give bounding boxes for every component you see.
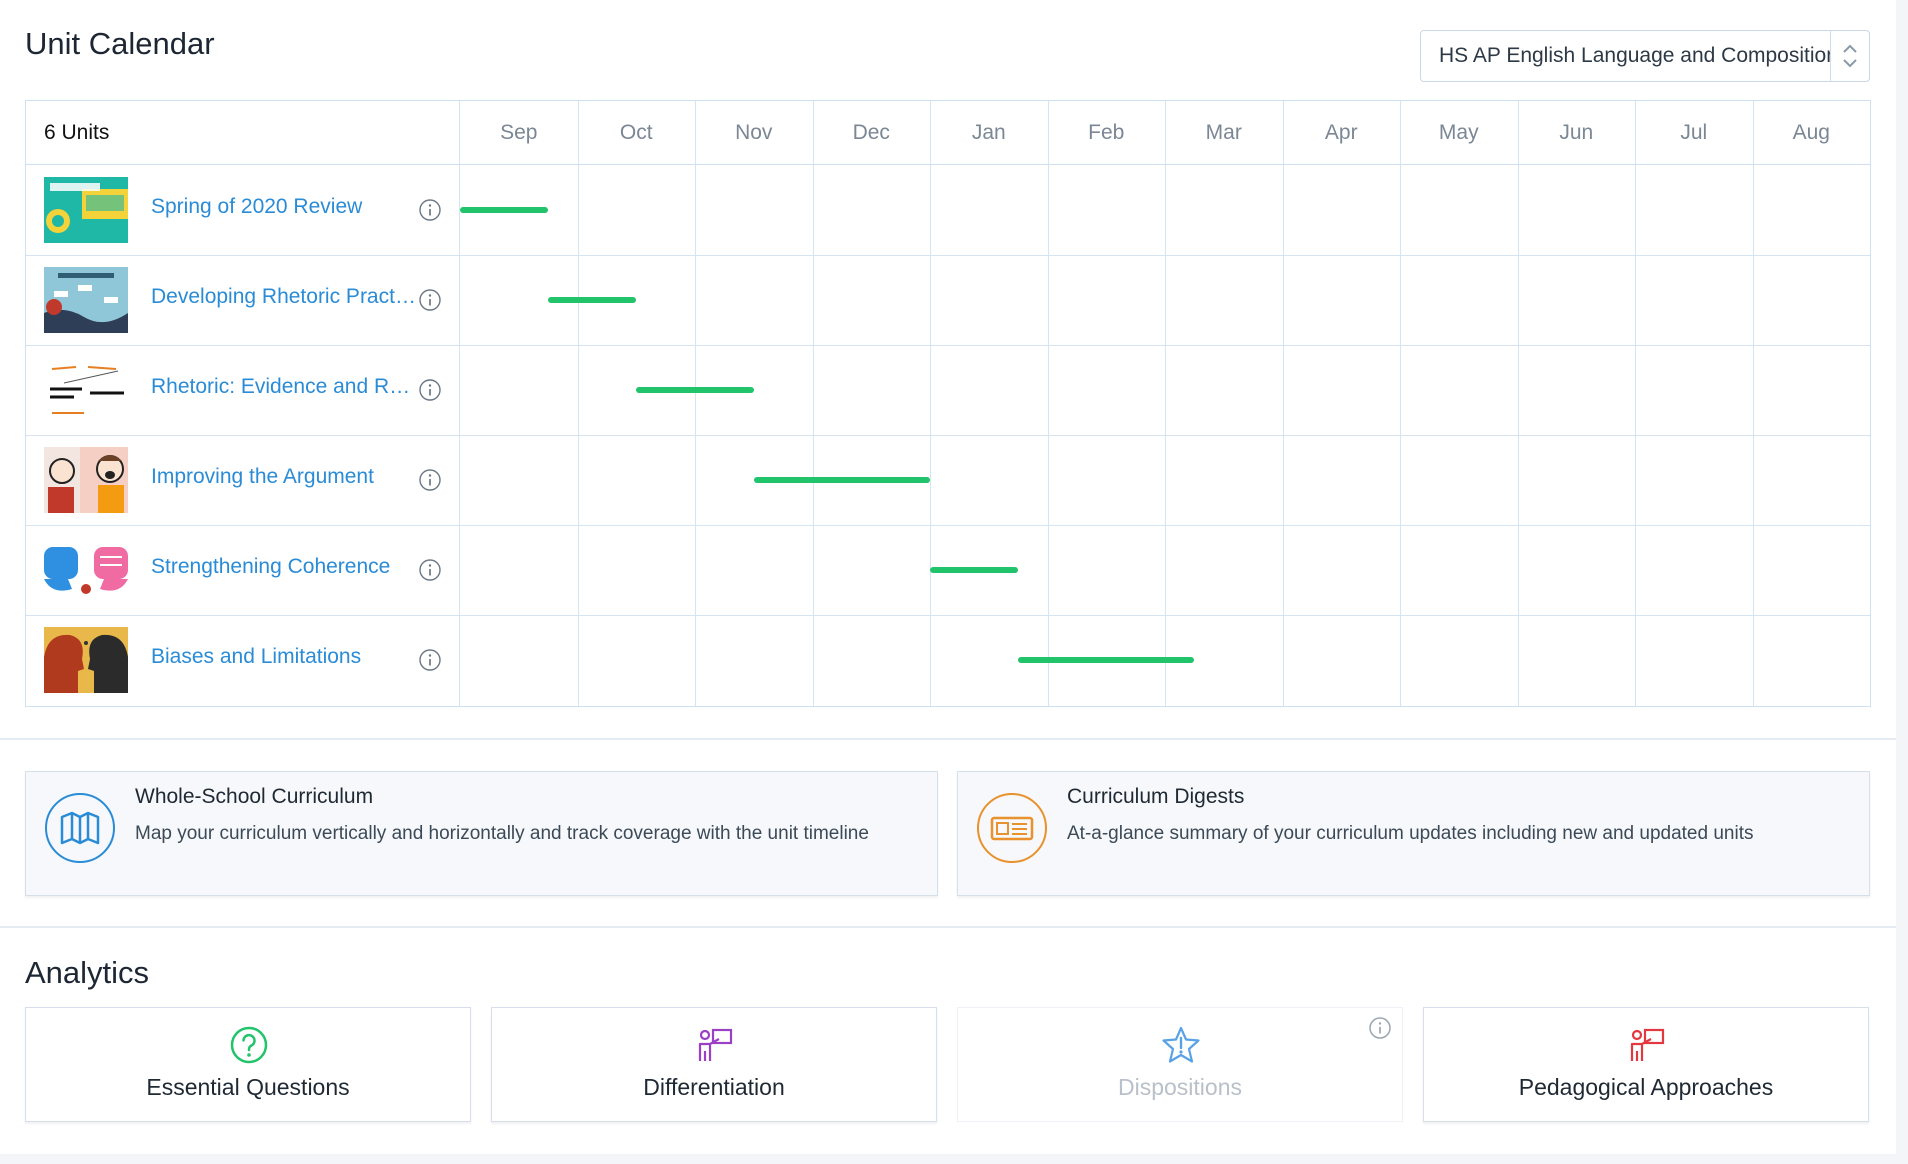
unit-title-link[interactable]: Biases and Limitations [151,645,362,668]
unit-row: Strengthening Coherence [26,525,459,615]
feature-description: Map your curriculum vertically and horiz… [135,823,869,844]
grid-column-line [1165,101,1166,706]
unit-timeline-bar[interactable] [636,387,754,393]
grid-column-line [930,101,931,706]
dispositions-card: Dispositions [957,1007,1403,1122]
info-icon[interactable] [418,648,442,672]
differentiation-card[interactable]: Differentiation [491,1007,937,1122]
info-icon[interactable] [418,558,442,582]
teacher-board-icon [1630,1028,1665,1061]
grid-row-line [26,255,1870,256]
month-label-jan: Jan [971,121,1006,144]
month-label-may: May [1438,121,1479,144]
pedagogical-approaches-card[interactable]: Pedagogical Approaches [1423,1007,1869,1122]
grid-column-line [812,101,814,706]
analytics-label: Essential Questions [146,1074,350,1100]
unit-timeline-bar[interactable] [548,297,637,303]
month-label-feb: Feb [1088,121,1125,144]
grid-column-line [1517,101,1519,706]
unit-row: Improving the Argument [26,435,459,525]
units-count: 6 Units [44,121,110,144]
essential-questions-card[interactable]: Essential Questions [25,1007,471,1122]
grid-row-line [26,345,1870,346]
speech-bubbles-thumbnail[interactable] [44,537,128,603]
evidence-reasoning-thumbnail[interactable] [44,357,128,423]
unit-calendar: 6 Units Sep Oct Nov Dec Jan Feb Mar Apr May Jun Ju… [25,100,1871,707]
analytics-title: Analytics [25,955,150,990]
unit-timeline-bar[interactable] [460,207,549,213]
grid-row-line [26,525,1870,526]
unit-title-link[interactable]: Strengthening Coherence [151,555,391,578]
month-label-sep: Sep [500,121,538,144]
course-select-value: HS AP English Language and Composition [1439,44,1830,67]
feature-title: Curriculum Digests [1067,785,1245,808]
select-arrows-icon [1830,31,1869,81]
curriculum-digests-card[interactable]: Curriculum Digests At-a-glance summary o… [957,771,1870,896]
unit-title-link[interactable]: Improving the Argument [151,465,374,488]
month-label-aug: Aug [1792,121,1830,144]
star-exclamation-icon [1162,1026,1200,1063]
unit-timeline-bar[interactable] [753,477,930,483]
calendar-header: 6 Units [26,101,1870,165]
analytics-label: Dispositions [1118,1074,1242,1100]
month-label-jul: Jul [1680,121,1708,144]
course-select[interactable]: HS AP English Language and Composition [1420,30,1870,82]
month-label-dec: Dec [852,121,890,144]
grid-column-line [1752,101,1754,706]
silhouette-heads-thumbnail[interactable] [44,627,128,693]
question-circle-icon [230,1026,268,1064]
whole-school-curriculum-card[interactable]: Whole-School Curriculum Map your curricu… [25,771,938,896]
unit-timeline-bar[interactable] [1018,657,1195,663]
info-icon[interactable] [1368,1016,1392,1040]
unit-row: Biases and Limitations [26,615,459,705]
info-icon[interactable] [418,468,442,492]
teacher-board-icon [698,1028,733,1061]
analytics-label: Differentiation [643,1074,785,1100]
grid-row-line [26,615,1870,616]
grid-column-line [1635,101,1636,706]
section-divider [0,926,1896,928]
grid-row-line [26,435,1870,436]
grid-column-line [1400,101,1401,706]
section-divider [0,738,1896,740]
grid-column-line [1282,101,1284,706]
analytics-label: Pedagogical Approaches [1518,1074,1774,1100]
unit-title-link[interactable]: Spring of 2020 Review [151,195,363,218]
unit-row: Spring of 2020 Review [26,165,459,255]
month-label-nov: Nov [735,121,773,144]
map-icon [45,793,115,863]
unit-title-link[interactable]: Developing Rhetoric Practices [151,285,419,308]
unit-row: Rhetoric: Evidence and Reasoning [26,345,459,435]
newspaper-icon [977,793,1047,863]
grid-column-line [695,101,696,706]
feature-title: Whole-School Curriculum [135,785,374,808]
unit-title-link[interactable]: Rhetoric: Evidence and Reasoning [151,375,419,398]
how-to-use-rhetoric-thumbnail[interactable] [44,177,128,243]
info-icon[interactable] [418,288,442,312]
unit-timeline-bar[interactable] [930,567,1019,573]
info-icon[interactable] [418,198,442,222]
rhetorical-situation-thumbnail[interactable] [44,267,128,333]
grid-column-line [577,101,579,706]
month-label-mar: Mar [1205,121,1242,144]
info-icon[interactable] [418,378,442,402]
grid-column-line [459,101,460,706]
month-label-jun: Jun [1559,121,1594,144]
month-label-apr: Apr [1324,121,1358,144]
feature-description: At-a-glance summary of your curriculum u… [1067,823,1754,844]
page-title: Unit Calendar [25,26,215,61]
unit-row: Developing Rhetoric Practices [26,255,459,345]
grid-column-line [1047,101,1049,706]
cartoon-argument-thumbnail[interactable] [44,447,128,513]
month-label-oct: Oct [619,121,653,144]
